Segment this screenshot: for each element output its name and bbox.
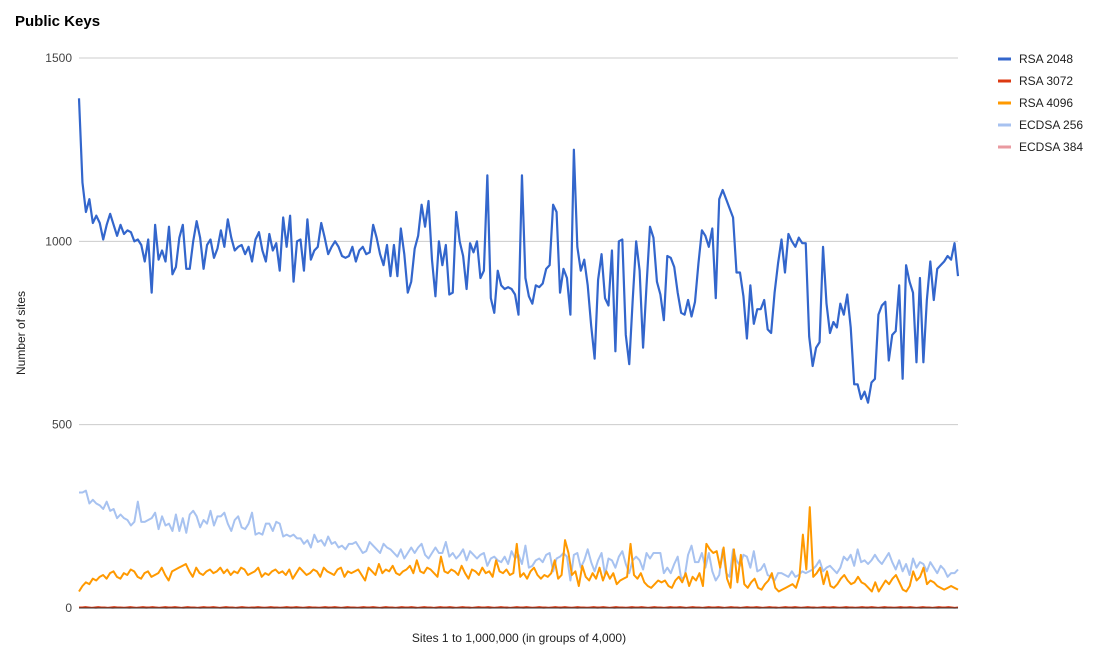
legend-item-rsa-4096[interactable]: RSA 4096 (998, 96, 1073, 110)
chart-title: Public Keys (15, 13, 100, 30)
legend-item-rsa-2048[interactable]: RSA 2048 (998, 52, 1073, 66)
legend: RSA 2048 RSA 3072 RSA 4096 ECDSA 256 ECDSA 3… (998, 52, 1083, 154)
y-tick-label: 0 (65, 601, 72, 615)
y-axis-label: Number of sites (14, 291, 28, 375)
series-line-rsa-2048 (77, 98, 960, 404)
series-line-rsa-4096 (78, 506, 959, 593)
legend-label: ECDSA 256 (1019, 118, 1083, 132)
series-lines (77, 98, 960, 609)
legend-label: ECDSA 384 (1019, 140, 1083, 154)
x-axis-label: Sites 1 to 1,000,000 (in groups of 4,000… (412, 631, 626, 645)
series-line-rsa-3072 (79, 606, 959, 609)
y-tick-label: 500 (52, 418, 72, 432)
legend-item-ecdsa-256[interactable]: ECDSA 256 (998, 118, 1083, 132)
legend-item-ecdsa-384[interactable]: ECDSA 384 (998, 140, 1083, 154)
legend-item-rsa-3072[interactable]: RSA 3072 (998, 74, 1073, 88)
legend-label: RSA 4096 (1019, 96, 1073, 110)
y-tick-label: 1500 (45, 51, 72, 65)
legend-label: RSA 3072 (1019, 74, 1073, 88)
y-axis-ticks: 0 500 1000 1500 (45, 51, 72, 615)
y-tick-label: 1000 (45, 234, 72, 248)
legend-label: RSA 2048 (1019, 52, 1073, 66)
